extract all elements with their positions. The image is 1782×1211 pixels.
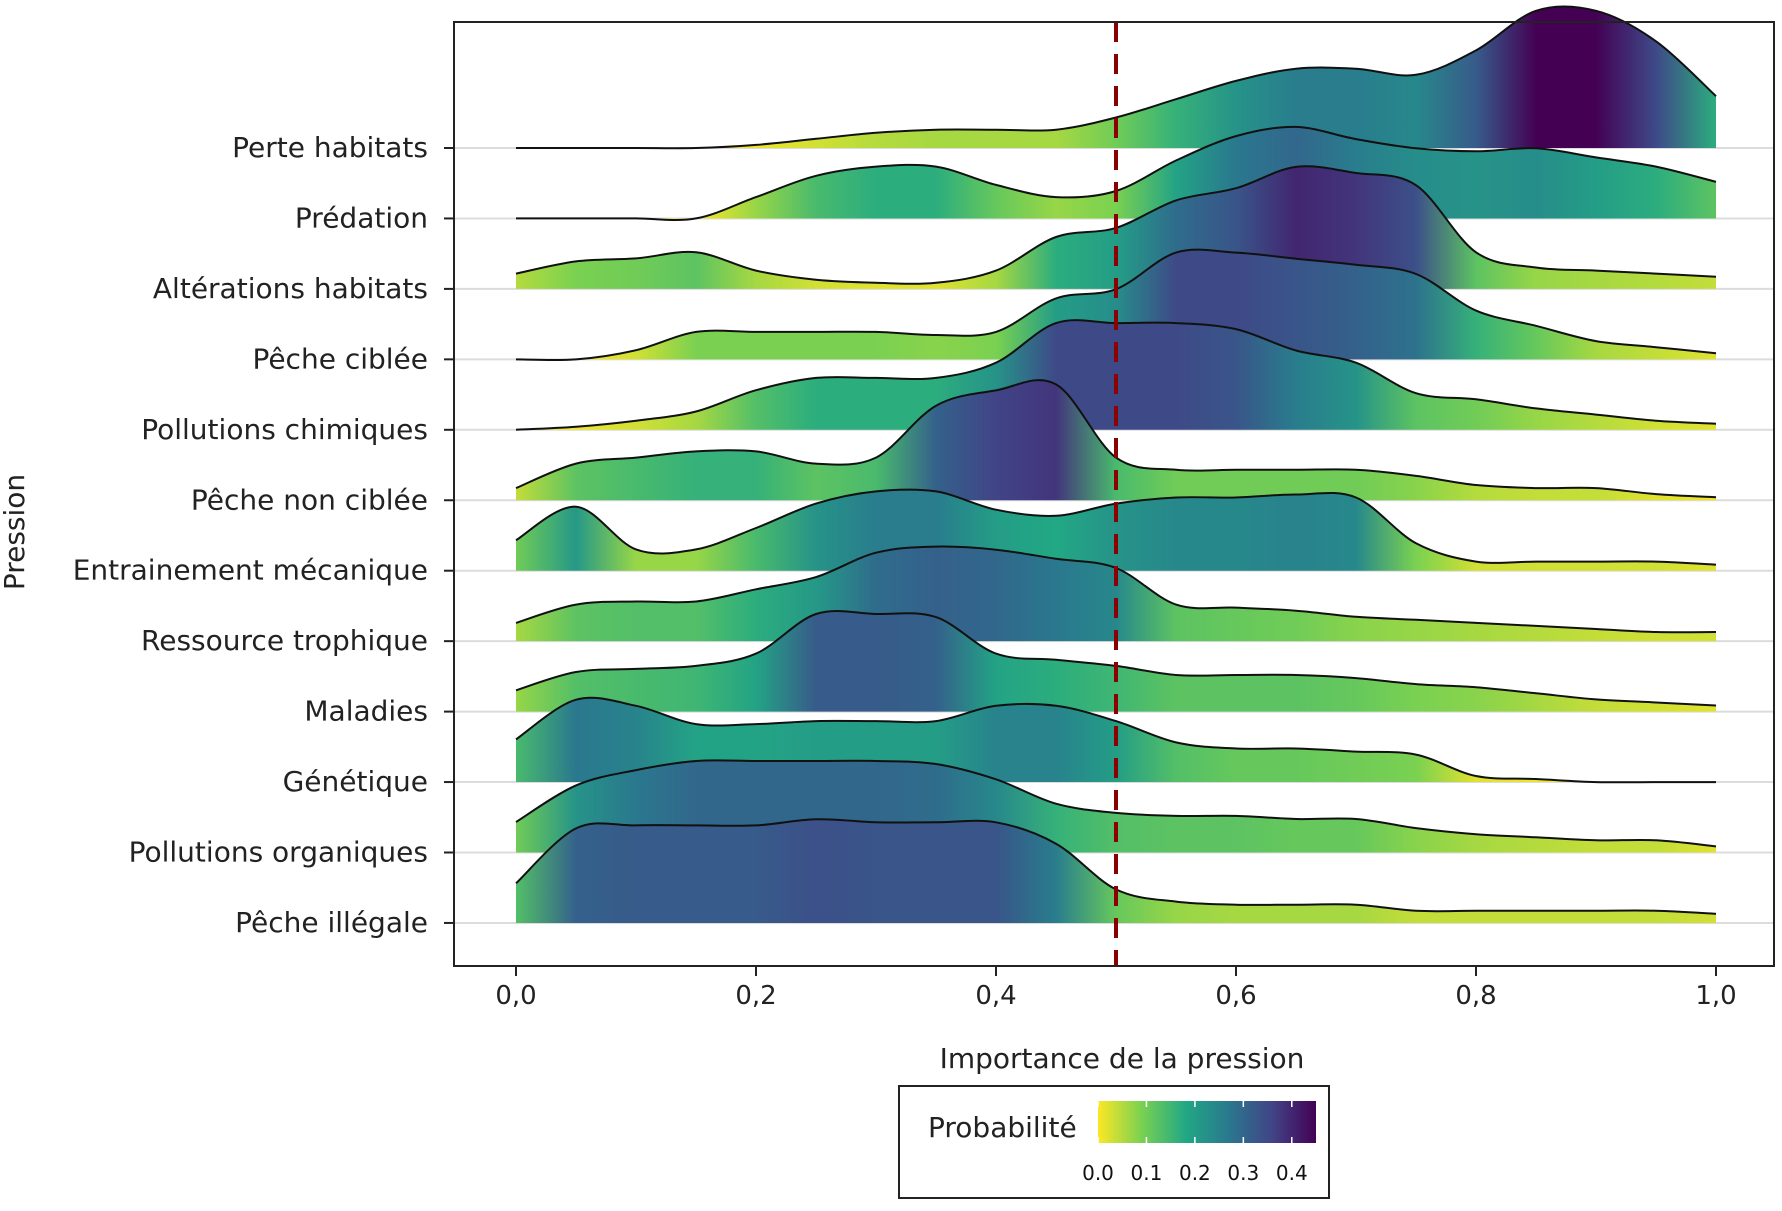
ridge-6 — [515, 379, 1717, 501]
ridge-outline — [516, 5, 1717, 150]
y-tick-label: Pollutions chimiques — [141, 413, 428, 446]
y-axis-title: Pression — [0, 474, 31, 590]
legend-tick-label: 0.1 — [1131, 1161, 1163, 1185]
ridge-outline — [515, 488, 1717, 566]
x-tick-label: 0,8 — [1455, 981, 1496, 1011]
y-tick-label: Ressource trophique — [141, 624, 428, 657]
ridge-3 — [515, 165, 1717, 289]
legend-ticks: 0.0 0.1 0.2 0.3 0.4 — [1082, 1101, 1308, 1185]
y-tick-label: Pêche non ciblée — [191, 483, 428, 516]
x-tick-label: 1,0 — [1695, 981, 1736, 1011]
y-tick-label: Maladies — [304, 695, 428, 728]
x-tick-label: 0,2 — [735, 981, 776, 1011]
ridge-outline — [515, 759, 1717, 848]
y-tick-label: Altérations habitats — [153, 272, 428, 305]
x-tick-label: 0,0 — [495, 981, 536, 1011]
y-tick-label: Pêche ciblée — [252, 342, 428, 375]
y-tick-label: Prédation — [295, 201, 428, 234]
ridge-area — [516, 166, 1716, 289]
y-axis: Perte habitats Prédation Altérations habit… — [73, 131, 454, 939]
legend-tick-label: 0.0 — [1082, 1161, 1114, 1185]
ridge-area — [516, 610, 1716, 712]
x-tick-label: 0,4 — [975, 981, 1016, 1011]
x-axis-title: Importance de la pression — [940, 1042, 1305, 1075]
ridges — [515, 5, 1717, 923]
y-tick-label: Perte habitats — [232, 131, 428, 164]
ridge-area — [516, 380, 1716, 501]
legend-title: Probabilité — [928, 1111, 1077, 1144]
y-tick-label: Pêche illégale — [235, 906, 428, 939]
x-tick-label: 0,6 — [1215, 981, 1256, 1011]
x-axis: 0,0 0,2 0,4 0,6 0,8 1,0 — [495, 966, 1737, 1011]
y-tick-label: Entrainement mécanique — [73, 554, 428, 587]
ridge-1 — [516, 5, 1717, 150]
ridge-area — [516, 819, 1716, 923]
y-tick-label: Génétique — [283, 765, 428, 798]
y-tick-label: Pollutions organiques — [129, 836, 428, 869]
ridge-outline — [515, 818, 1717, 915]
ridge-outline — [515, 696, 1716, 784]
ridge-area — [516, 489, 1716, 571]
legend-tick-label: 0.2 — [1179, 1161, 1211, 1185]
ridge-area — [516, 6, 1716, 149]
plot-border — [453, 21, 1775, 967]
legend-tick-label: 0.4 — [1276, 1161, 1308, 1185]
legend: Probabilité 0.0 0.1 0.2 0.3 0.4 — [898, 1085, 1330, 1199]
legend-colorbar — [1098, 1101, 1316, 1143]
ridge-outline — [515, 165, 1717, 285]
legend-tick-label: 0.3 — [1227, 1161, 1259, 1185]
ridge-7 — [515, 488, 1717, 571]
ridge-outline — [515, 379, 1717, 499]
ridge-12 — [515, 818, 1717, 923]
